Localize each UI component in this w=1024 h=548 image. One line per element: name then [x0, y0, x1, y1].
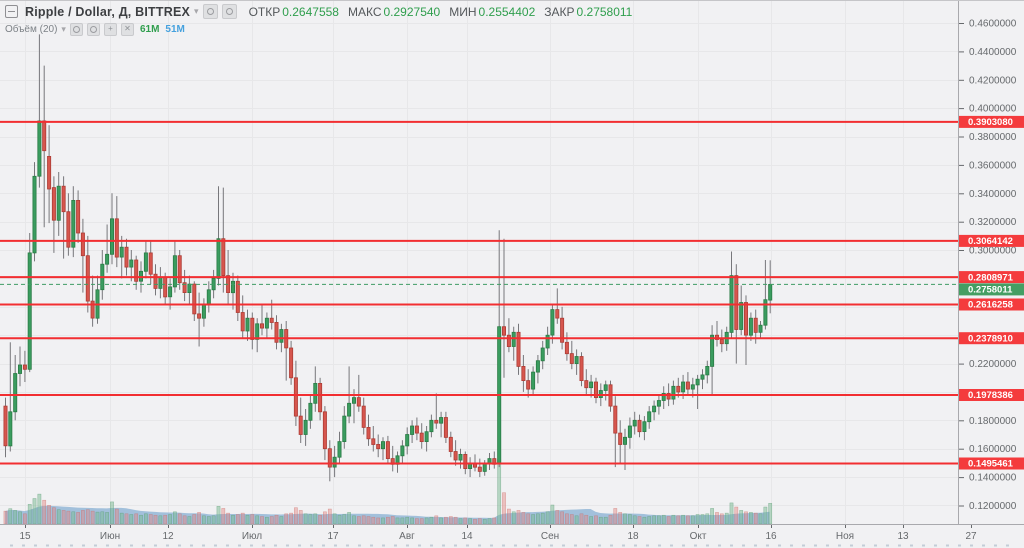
volume-indicator-label[interactable]: Объём (20) [5, 23, 58, 35]
svg-text:0.3400000: 0.3400000 [969, 189, 1017, 200]
time-axis[interactable] [0, 525, 1024, 548]
svg-text:14: 14 [461, 531, 473, 542]
hide-indicator-icon[interactable] [69, 22, 83, 36]
indicator-settings-icon[interactable] [86, 22, 100, 36]
symbol-hide-icon[interactable] [202, 4, 218, 19]
svg-text:Июн: Июн [100, 531, 120, 542]
svg-text:0.4000000: 0.4000000 [969, 104, 1017, 115]
ohlc-close-label: ЗАКР [544, 4, 575, 19]
price-line-label-bg [959, 234, 1024, 247]
svg-text:0.4600000: 0.4600000 [969, 19, 1017, 30]
svg-text:0.4200000: 0.4200000 [969, 75, 1017, 86]
svg-text:0.1400000: 0.1400000 [969, 473, 1017, 484]
time-axis-labels: 15 Июн 12 Июл 17 Авг 14 Сен 18 Окт 16 Ноя 13 27 [19, 525, 977, 542]
price-line-label-bg [959, 457, 1024, 470]
price-line-label-bg [959, 271, 1024, 284]
price-line-label: 0.1978386 [968, 390, 1013, 401]
svg-text:13: 13 [897, 531, 909, 542]
circle-icon [72, 25, 80, 33]
symbol-title[interactable]: Ripple / Dollar, Д, BITTREX [25, 4, 191, 19]
indicator-dropdown-caret[interactable]: ▾ [61, 23, 66, 34]
svg-text:0.3800000: 0.3800000 [969, 132, 1017, 143]
price-line-label-bg [959, 115, 1024, 128]
current-price-label-bg [959, 283, 1024, 296]
ohlc-high-label: МАКС [347, 4, 382, 19]
volume-ma-area [5, 505, 770, 524]
price-axis[interactable] [959, 0, 1024, 524]
svg-text:27: 27 [965, 531, 977, 542]
price-line-label: 0.2378910 [968, 333, 1013, 344]
circle-icon [225, 8, 233, 15]
svg-text:0.1800000: 0.1800000 [969, 416, 1017, 427]
svg-text:0.1600000: 0.1600000 [969, 444, 1017, 455]
candlestick-series [3, 34, 773, 482]
svg-text:0.3000000: 0.3000000 [969, 246, 1017, 257]
svg-text:0.2200000: 0.2200000 [969, 359, 1017, 370]
circle-icon [206, 8, 214, 15]
volume-ma-value: 51M [165, 23, 185, 35]
ohlc-high-value: 0.2927540 [383, 4, 441, 19]
price-line-label-bg [959, 332, 1024, 345]
svg-text:Сен: Сен [541, 531, 559, 542]
price-line-label-bg [959, 389, 1024, 401]
horizontal-price-lines[interactable] [0, 120, 958, 465]
ohlc-readout: ОТКР 0.2647558 МАКС 0.2927540 МИН 0.2554402… [249, 5, 633, 19]
svg-text:12: 12 [162, 531, 174, 542]
price-line-label: 0.3903080 [968, 117, 1013, 128]
ohlc-low-label: МИН [449, 4, 477, 19]
ohlc-open-label: ОТКР [248, 4, 281, 19]
svg-text:Авг: Авг [399, 531, 415, 542]
symbol-settings-icon[interactable] [221, 4, 237, 19]
svg-text:0.3200000: 0.3200000 [969, 217, 1017, 228]
svg-text:Ноя: Ноя [836, 531, 854, 542]
price-axis-labels: 0.4600000 0.4400000 0.4200000 0.4000000 0.38… [959, 19, 1017, 512]
price-line-labels[interactable]: 0.3903080 0.3064142 0.2808971 0.2616258 0.23… [959, 115, 1024, 470]
ohlc-open-value: 0.2647558 [282, 4, 339, 19]
svg-text:15: 15 [19, 531, 31, 542]
price-line-label: 0.2616258 [968, 300, 1013, 311]
chart-pane[interactable] [0, 0, 958, 524]
symbol-dropdown-caret[interactable]: ▾ [194, 6, 199, 16]
price-line-label: 0.2808971 [968, 272, 1014, 283]
ohlc-low-value: 0.2554402 [478, 4, 536, 19]
svg-text:Июл: Июл [242, 531, 262, 542]
svg-text:18: 18 [627, 531, 639, 542]
window-menu-icon[interactable] [5, 5, 18, 18]
svg-text:16: 16 [765, 531, 777, 542]
price-line-label: 0.3064142 [968, 236, 1013, 247]
svg-text:0.1200000: 0.1200000 [969, 501, 1017, 512]
circle-icon [89, 25, 97, 33]
volume-current-value: 61M [139, 23, 160, 35]
price-line-label: 0.1495461 [968, 459, 1014, 470]
price-line-label-bg [959, 298, 1024, 311]
svg-text:0.4400000: 0.4400000 [969, 47, 1017, 58]
add-indicator-icon[interactable]: + [103, 22, 117, 36]
volume-bars [3, 459, 773, 525]
svg-text:Окт: Окт [690, 531, 707, 542]
ohlc-close-value: 0.2758011 [576, 4, 633, 19]
svg-text:0.3600000: 0.3600000 [969, 160, 1017, 171]
current-price-label: 0.2758011 [968, 285, 1013, 296]
remove-indicator-icon[interactable]: ✕ [120, 22, 134, 36]
chart-legend: Ripple / Dollar, Д, BITTREX ▾ ОТКР 0.2647… [5, 3, 632, 36]
svg-text:17: 17 [327, 531, 339, 542]
